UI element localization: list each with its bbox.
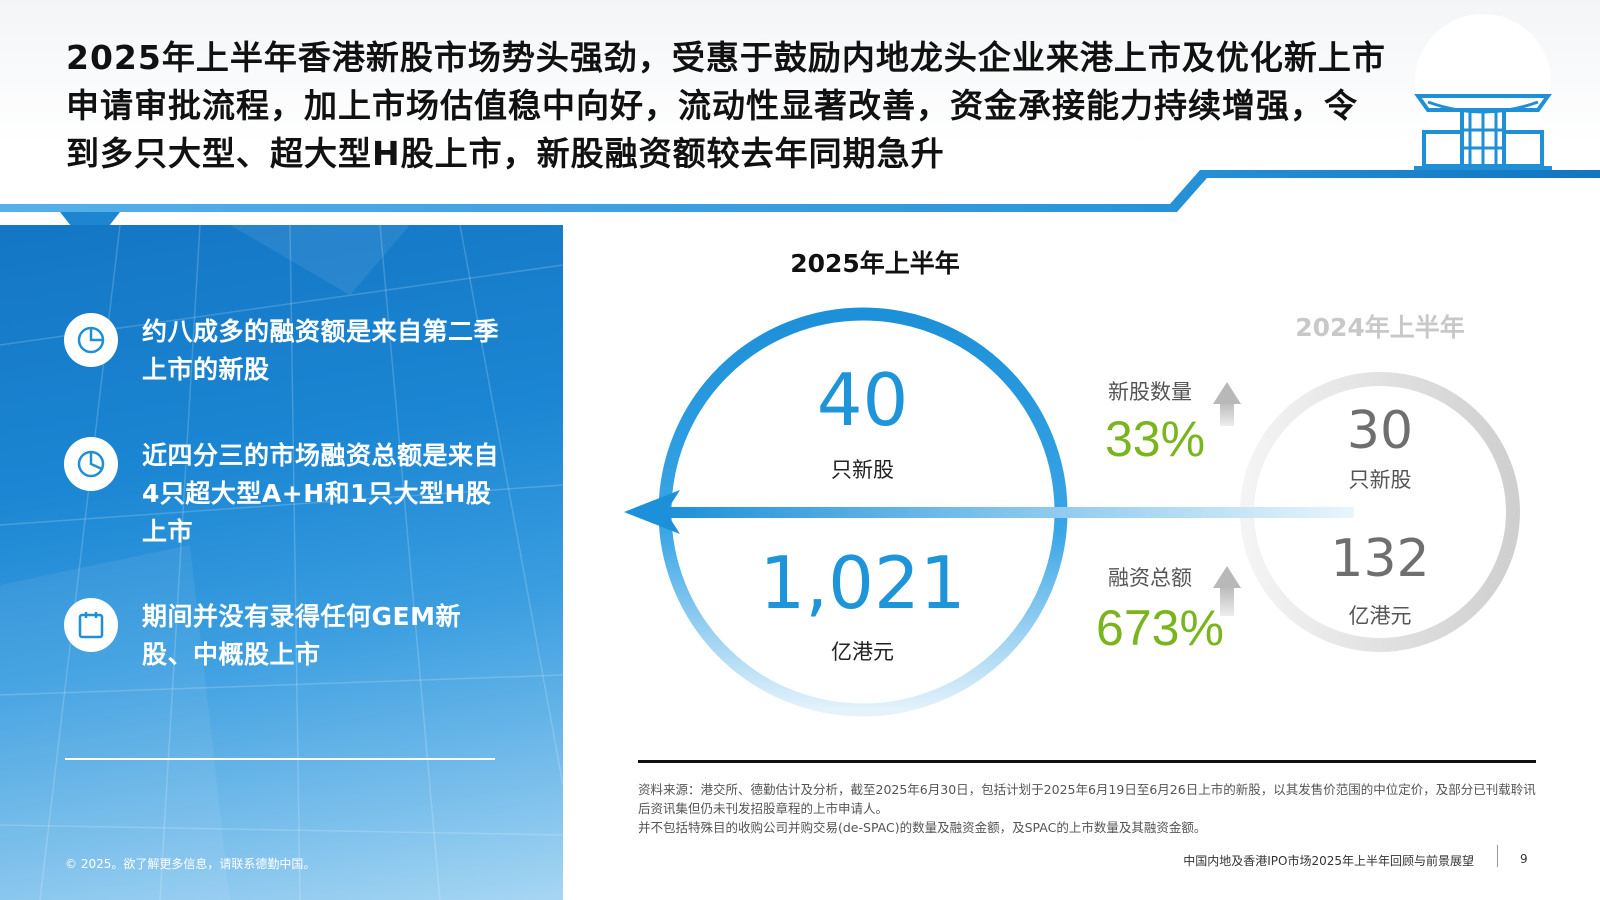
copyright-notice: © 2025。欲了解更多信息，请联系德勤中国。 (65, 857, 316, 871)
count-up-arrow-icon (1213, 382, 1241, 426)
previous-ipo-count: 30 (1346, 401, 1414, 461)
bullet-item: 近四分三的市场融资总额是来自4只超大型A+H和1只大型H股上市 (64, 437, 502, 551)
pie-chart-icon (64, 313, 118, 367)
footer-report-title: 中国内地及香港IPO市场2025年上半年回顾与前景展望 (1183, 854, 1474, 868)
current-proceeds-unit: 亿港元 (831, 640, 894, 664)
previous-ipo-count-unit: 只新股 (1348, 468, 1412, 492)
bullet-text: 约八成多的融资额是来自第二季上市的新股 (142, 317, 500, 384)
pie-chart-icon (64, 437, 118, 491)
proceeds-change-label: 融资总额 (1108, 566, 1192, 590)
ipo-count-change-value: 33% (1104, 411, 1206, 467)
page-number: 9 (1520, 852, 1528, 866)
panel-divider (65, 758, 495, 760)
page-headline: 2025年上半年香港新股市场势头强劲，受惠于鼓励内地龙头企业来港上市及优化新上市… (66, 38, 1386, 173)
ipo-count-change-label: 新股数量 (1108, 380, 1192, 404)
comparison-arrow-head (624, 490, 680, 534)
footer-separator (1497, 845, 1498, 867)
previous-period-label: 2024年上半年 (1295, 313, 1465, 342)
source-note: 资料来源：港交所、德勤估计及分析，截至2025年6月30日，包括计划于2025年… (638, 780, 1538, 837)
bullet-item: 期间并没有录得任何GEM新股、中概股上市 (64, 598, 502, 674)
source-line: 并不包括特殊目的收购公司并购交易(de-SPAC)的数量及融资金额，及SPAC的… (638, 820, 1207, 835)
bullet-text: 期间并没有录得任何GEM新股、中概股上市 (142, 602, 461, 669)
convention-centre-logo-icon (1414, 14, 1552, 170)
current-period-label: 2025年上半年 (790, 249, 960, 278)
comparison-arrow-shaft (664, 507, 1354, 518)
proceeds-up-arrow-icon (1213, 566, 1241, 616)
proceeds-change-value: 673% (1096, 600, 1224, 656)
source-line: 资料来源：港交所、德勤估计及分析，截至2025年6月30日，包括计划于2025年… (638, 782, 1536, 816)
previous-proceeds: 132 (1330, 529, 1430, 589)
bullet-item: 约八成多的融资额是来自第二季上市的新股 (64, 313, 502, 389)
previous-proceeds-unit: 亿港元 (1348, 604, 1412, 628)
current-ipo-count-unit: 只新股 (831, 458, 894, 482)
current-ipo-count: 40 (816, 358, 909, 442)
calendar-icon (64, 598, 118, 652)
source-divider (638, 760, 1536, 763)
bullet-text: 近四分三的市场融资总额是来自4只超大型A+H和1只大型H股上市 (142, 441, 500, 546)
building-photo-background (0, 225, 563, 900)
current-proceeds: 1,021 (759, 541, 966, 625)
highlights-panel: 约八成多的融资额是来自第二季上市的新股 近四分三的市场融资总额是来自4只超大型A… (0, 225, 563, 900)
header: 2025年上半年香港新股市场势头强劲，受惠于鼓励内地龙头企业来港上市及优化新上市… (0, 0, 1600, 230)
